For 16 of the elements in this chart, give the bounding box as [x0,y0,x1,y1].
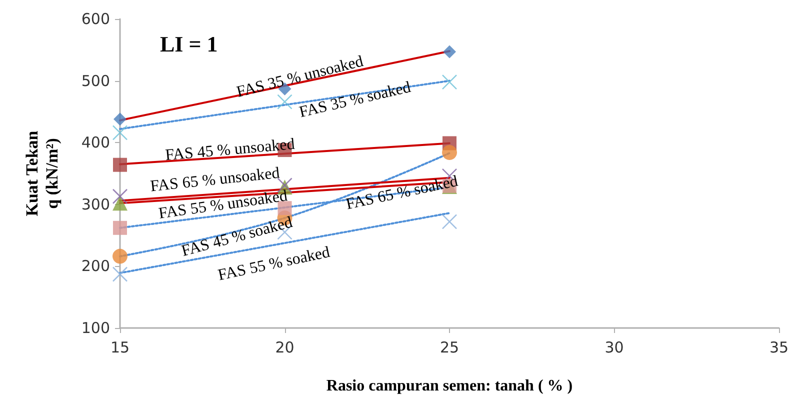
y-tick-label: 300 [81,195,110,214]
x-tick-label: 35 [769,338,789,356]
y-tick-label: 500 [81,72,110,90]
y-tick-label: 600 [81,10,110,28]
y-tick-label: 400 [81,134,110,152]
annotation: FAS 65 % soaked [344,172,460,214]
x-tick-label: 25 [440,338,460,356]
x-tick-label: 15 [110,338,130,356]
x-tick-label: 30 [604,338,624,356]
x-tick-label: 20 [275,338,294,356]
y-tick-label: 100 [81,319,110,337]
annotation: LI = 1 [160,32,218,56]
x-axis-title: Rasio campuran semen: tanah ( % ) [326,378,573,394]
annotation: FAS 45 % unsoaked [164,136,296,164]
y-axis-title: Kuat Tekan q (kN/m²) [22,130,62,216]
y-tick-label: 200 [81,257,110,276]
